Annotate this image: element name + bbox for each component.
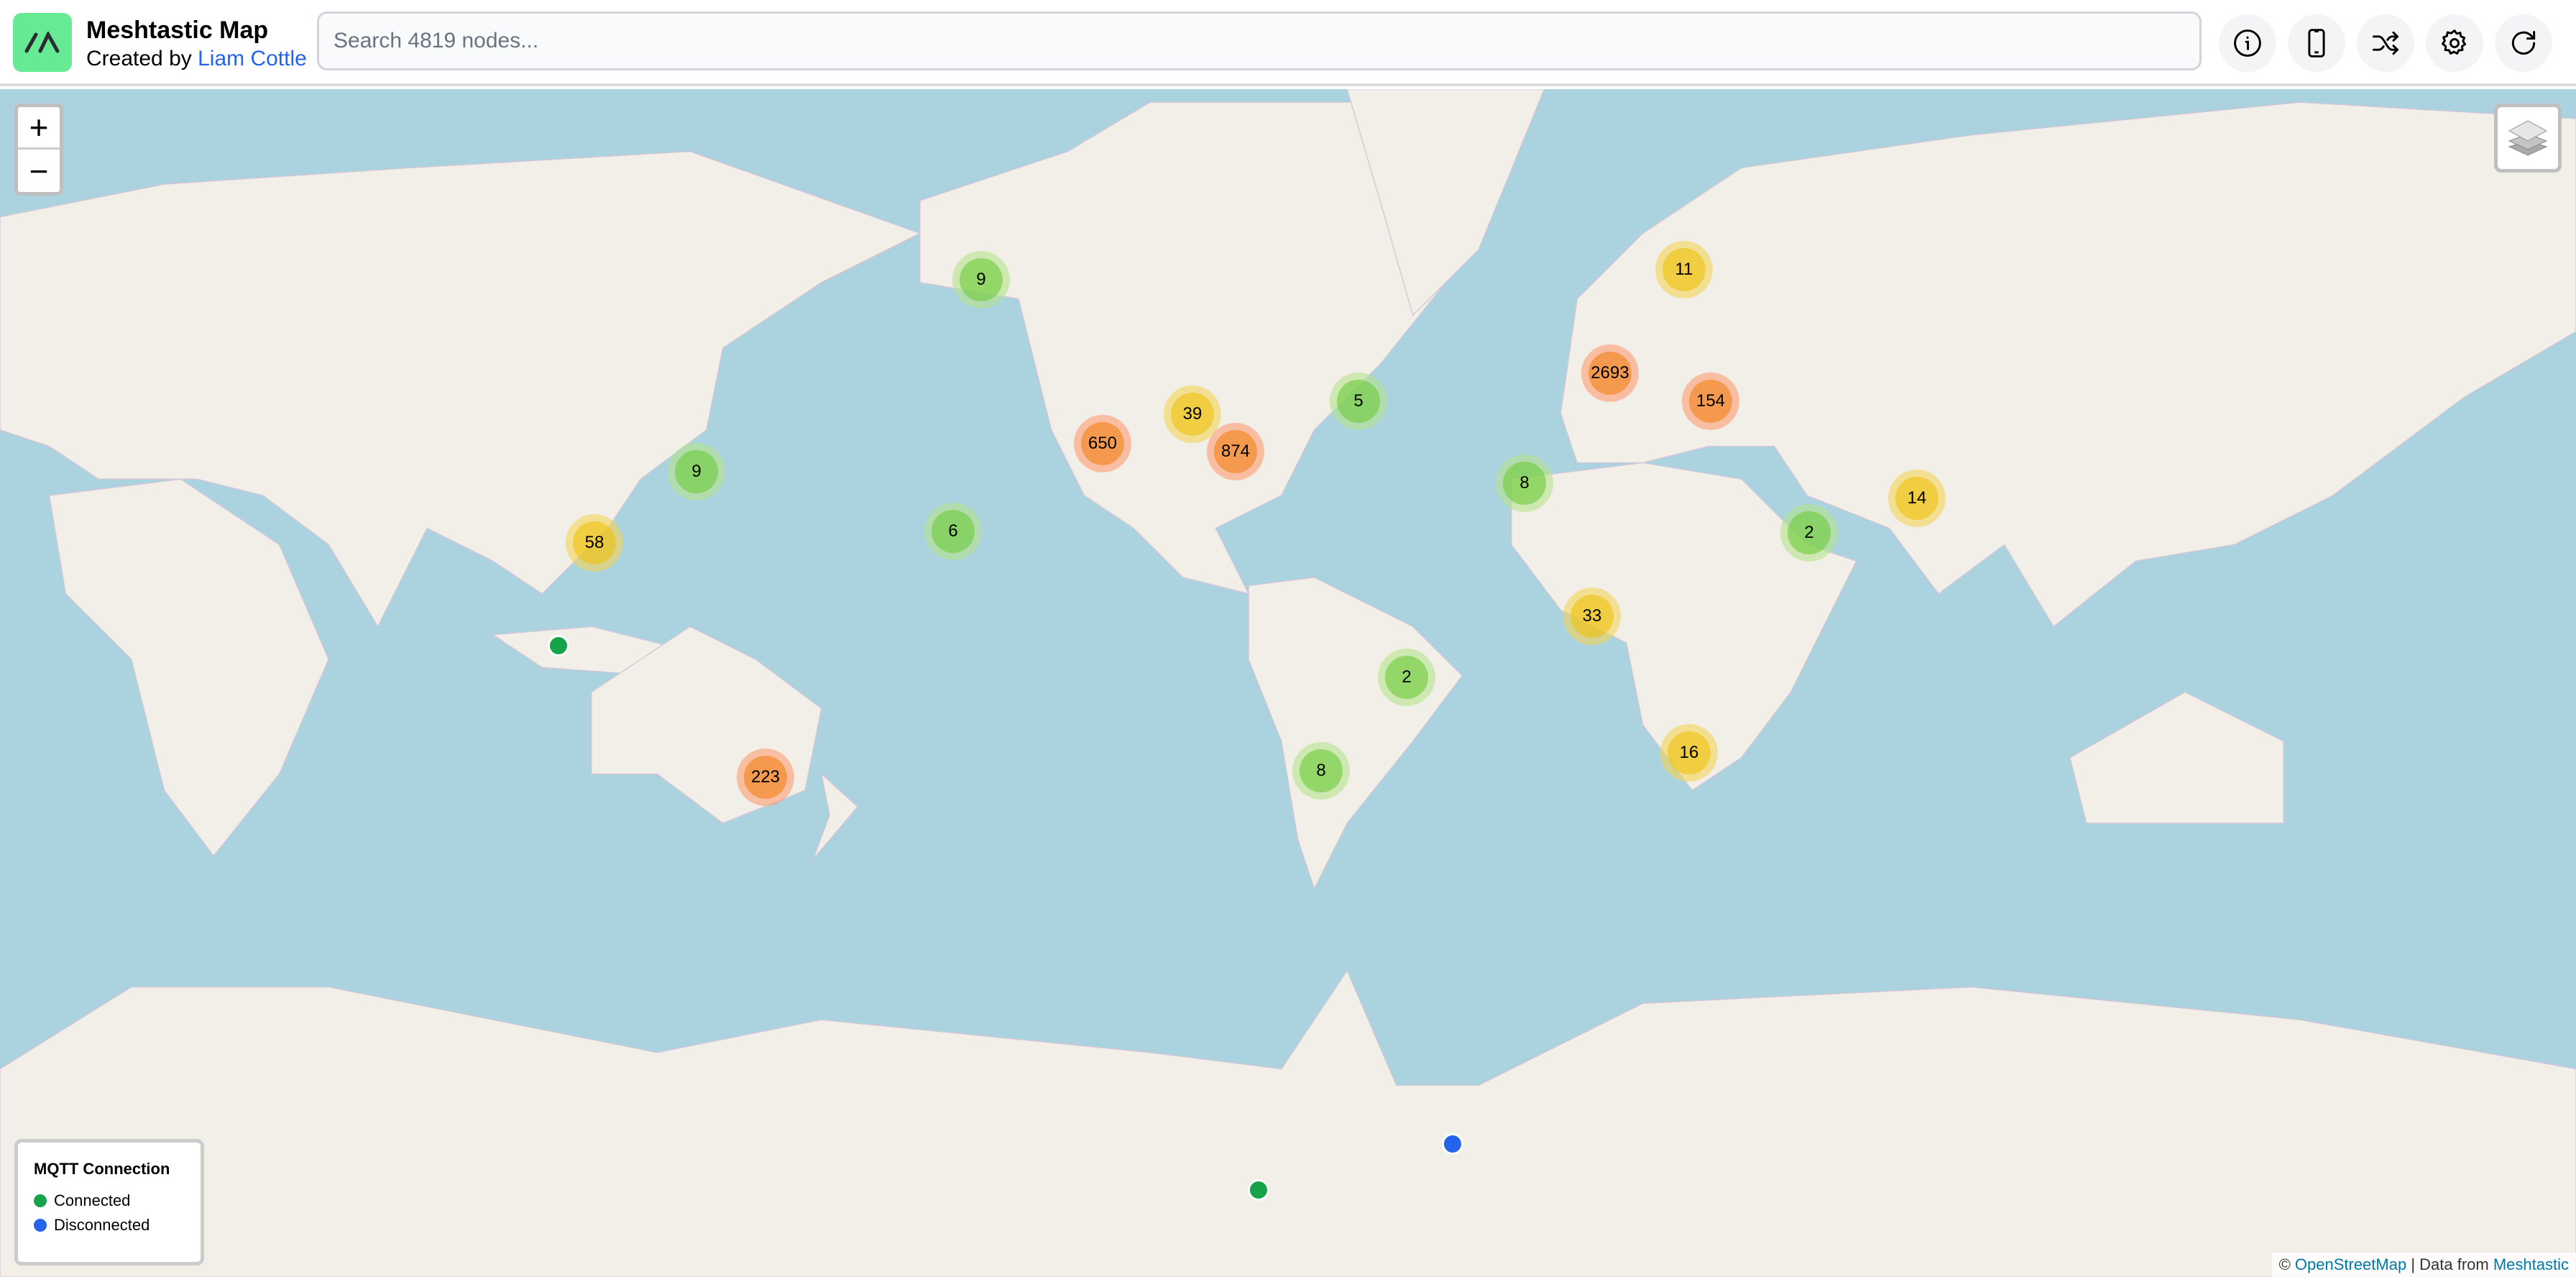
cluster-count: 2 xyxy=(1385,656,1428,699)
shuffle-button[interactable] xyxy=(2357,14,2414,72)
cluster-count: 14 xyxy=(1895,477,1938,520)
cluster-count: 2693 xyxy=(1588,352,1632,395)
cluster-marker[interactable]: 8 xyxy=(1496,454,1553,512)
node-marker-connected[interactable] xyxy=(548,635,569,656)
app-subtitle: Created by Liam Cottle xyxy=(86,45,307,73)
cluster-marker[interactable]: 2 xyxy=(1780,504,1838,562)
header: Meshtastic Map Created by Liam Cottle xyxy=(0,0,2576,86)
cluster-marker[interactable]: 154 xyxy=(1682,372,1739,430)
node-marker-connected[interactable] xyxy=(1248,1179,1269,1201)
cluster-marker[interactable]: 16 xyxy=(1660,724,1718,782)
map-attribution: © OpenStreetMap | Data from Meshtastic xyxy=(2271,1253,2576,1277)
mqtt-legend: MQTT Connection Connected Disconnected xyxy=(14,1139,204,1265)
cluster-marker[interactable]: 223 xyxy=(737,749,794,806)
node-marker-disconnected[interactable] xyxy=(1442,1133,1463,1155)
cluster-marker[interactable]: 9 xyxy=(952,251,1010,308)
cluster-marker[interactable]: 14 xyxy=(1888,470,1946,527)
cluster-count: 8 xyxy=(1503,462,1546,505)
cluster-count: 58 xyxy=(573,521,616,564)
cluster-count: 16 xyxy=(1668,731,1711,774)
cluster-marker[interactable]: 2693 xyxy=(1581,344,1639,402)
green-dot-icon xyxy=(34,1194,47,1207)
meshtastic-logo-icon xyxy=(24,32,60,53)
legend-item-disconnected: Disconnected xyxy=(34,1216,185,1235)
cluster-count: 5 xyxy=(1337,380,1380,423)
cluster-count: 154 xyxy=(1689,380,1732,423)
zoom-out-button[interactable]: − xyxy=(29,152,49,190)
author-link[interactable]: Liam Cottle xyxy=(198,47,307,70)
cluster-marker[interactable]: 8 xyxy=(1292,742,1350,800)
cluster-marker[interactable]: 58 xyxy=(566,514,623,572)
attribution-separator: | Data from xyxy=(2406,1255,2493,1273)
meshtastic-link[interactable]: Meshtastic xyxy=(2493,1255,2569,1273)
info-icon xyxy=(2234,29,2261,57)
cluster-marker[interactable]: 9 xyxy=(668,443,725,500)
shuffle-icon xyxy=(2373,31,2399,55)
cluster-count: 8 xyxy=(1300,749,1343,792)
zoom-in-button[interactable]: + xyxy=(18,107,60,150)
app-title: Meshtastic Map xyxy=(86,17,269,44)
settings-button[interactable] xyxy=(2426,14,2483,72)
cluster-count: 39 xyxy=(1171,393,1214,436)
cluster-marker[interactable]: 874 xyxy=(1207,423,1264,480)
cluster-marker[interactable]: 2 xyxy=(1378,649,1435,706)
cluster-count: 650 xyxy=(1081,422,1124,465)
cluster-marker[interactable]: 6 xyxy=(924,503,982,560)
reload-button[interactable] xyxy=(2495,14,2552,72)
cluster-count: 33 xyxy=(1570,595,1614,638)
blue-dot-icon xyxy=(34,1219,47,1232)
cluster-marker[interactable]: 33 xyxy=(1563,587,1621,645)
device-button[interactable] xyxy=(2288,14,2345,72)
layers-button[interactable] xyxy=(2494,104,2562,173)
cluster-count: 6 xyxy=(932,510,975,553)
subtitle-prefix: Created by xyxy=(86,47,198,70)
search-input[interactable] xyxy=(317,12,2202,70)
zoom-control: + − xyxy=(14,104,63,196)
cluster-count: 223 xyxy=(744,756,787,799)
legend-label: Connected xyxy=(54,1191,131,1209)
cluster-count: 11 xyxy=(1662,248,1706,291)
layers-icon xyxy=(2508,120,2548,156)
phone-icon xyxy=(2308,29,2325,58)
cluster-marker[interactable]: 39 xyxy=(1164,385,1221,443)
cluster-marker[interactable]: 650 xyxy=(1074,415,1131,472)
openstreetmap-link[interactable]: OpenStreetMap xyxy=(2294,1255,2407,1273)
copyright-symbol: © xyxy=(2278,1255,2295,1273)
cluster-count: 9 xyxy=(960,258,1003,301)
legend-item-connected: Connected xyxy=(34,1191,185,1210)
cluster-marker[interactable]: 11 xyxy=(1655,241,1713,298)
legend-label: Disconnected xyxy=(54,1216,150,1234)
refresh-icon xyxy=(2511,30,2536,55)
world-map[interactable]: + − 9 11 2693 154 39 650 874 5 9 8 14 58… xyxy=(0,89,2576,1277)
cluster-count: 2 xyxy=(1788,511,1831,554)
meshtastic-logo[interactable] xyxy=(13,13,72,72)
app-titles: Meshtastic Map Created by Liam Cottle xyxy=(86,16,307,73)
info-button[interactable] xyxy=(2219,14,2276,72)
cluster-count: 9 xyxy=(675,450,718,493)
gear-icon xyxy=(2442,29,2467,55)
map-tiles xyxy=(0,89,2576,1277)
legend-title: MQTT Connection xyxy=(34,1160,170,1178)
cluster-marker[interactable]: 5 xyxy=(1330,372,1387,430)
cluster-count: 874 xyxy=(1214,430,1257,473)
